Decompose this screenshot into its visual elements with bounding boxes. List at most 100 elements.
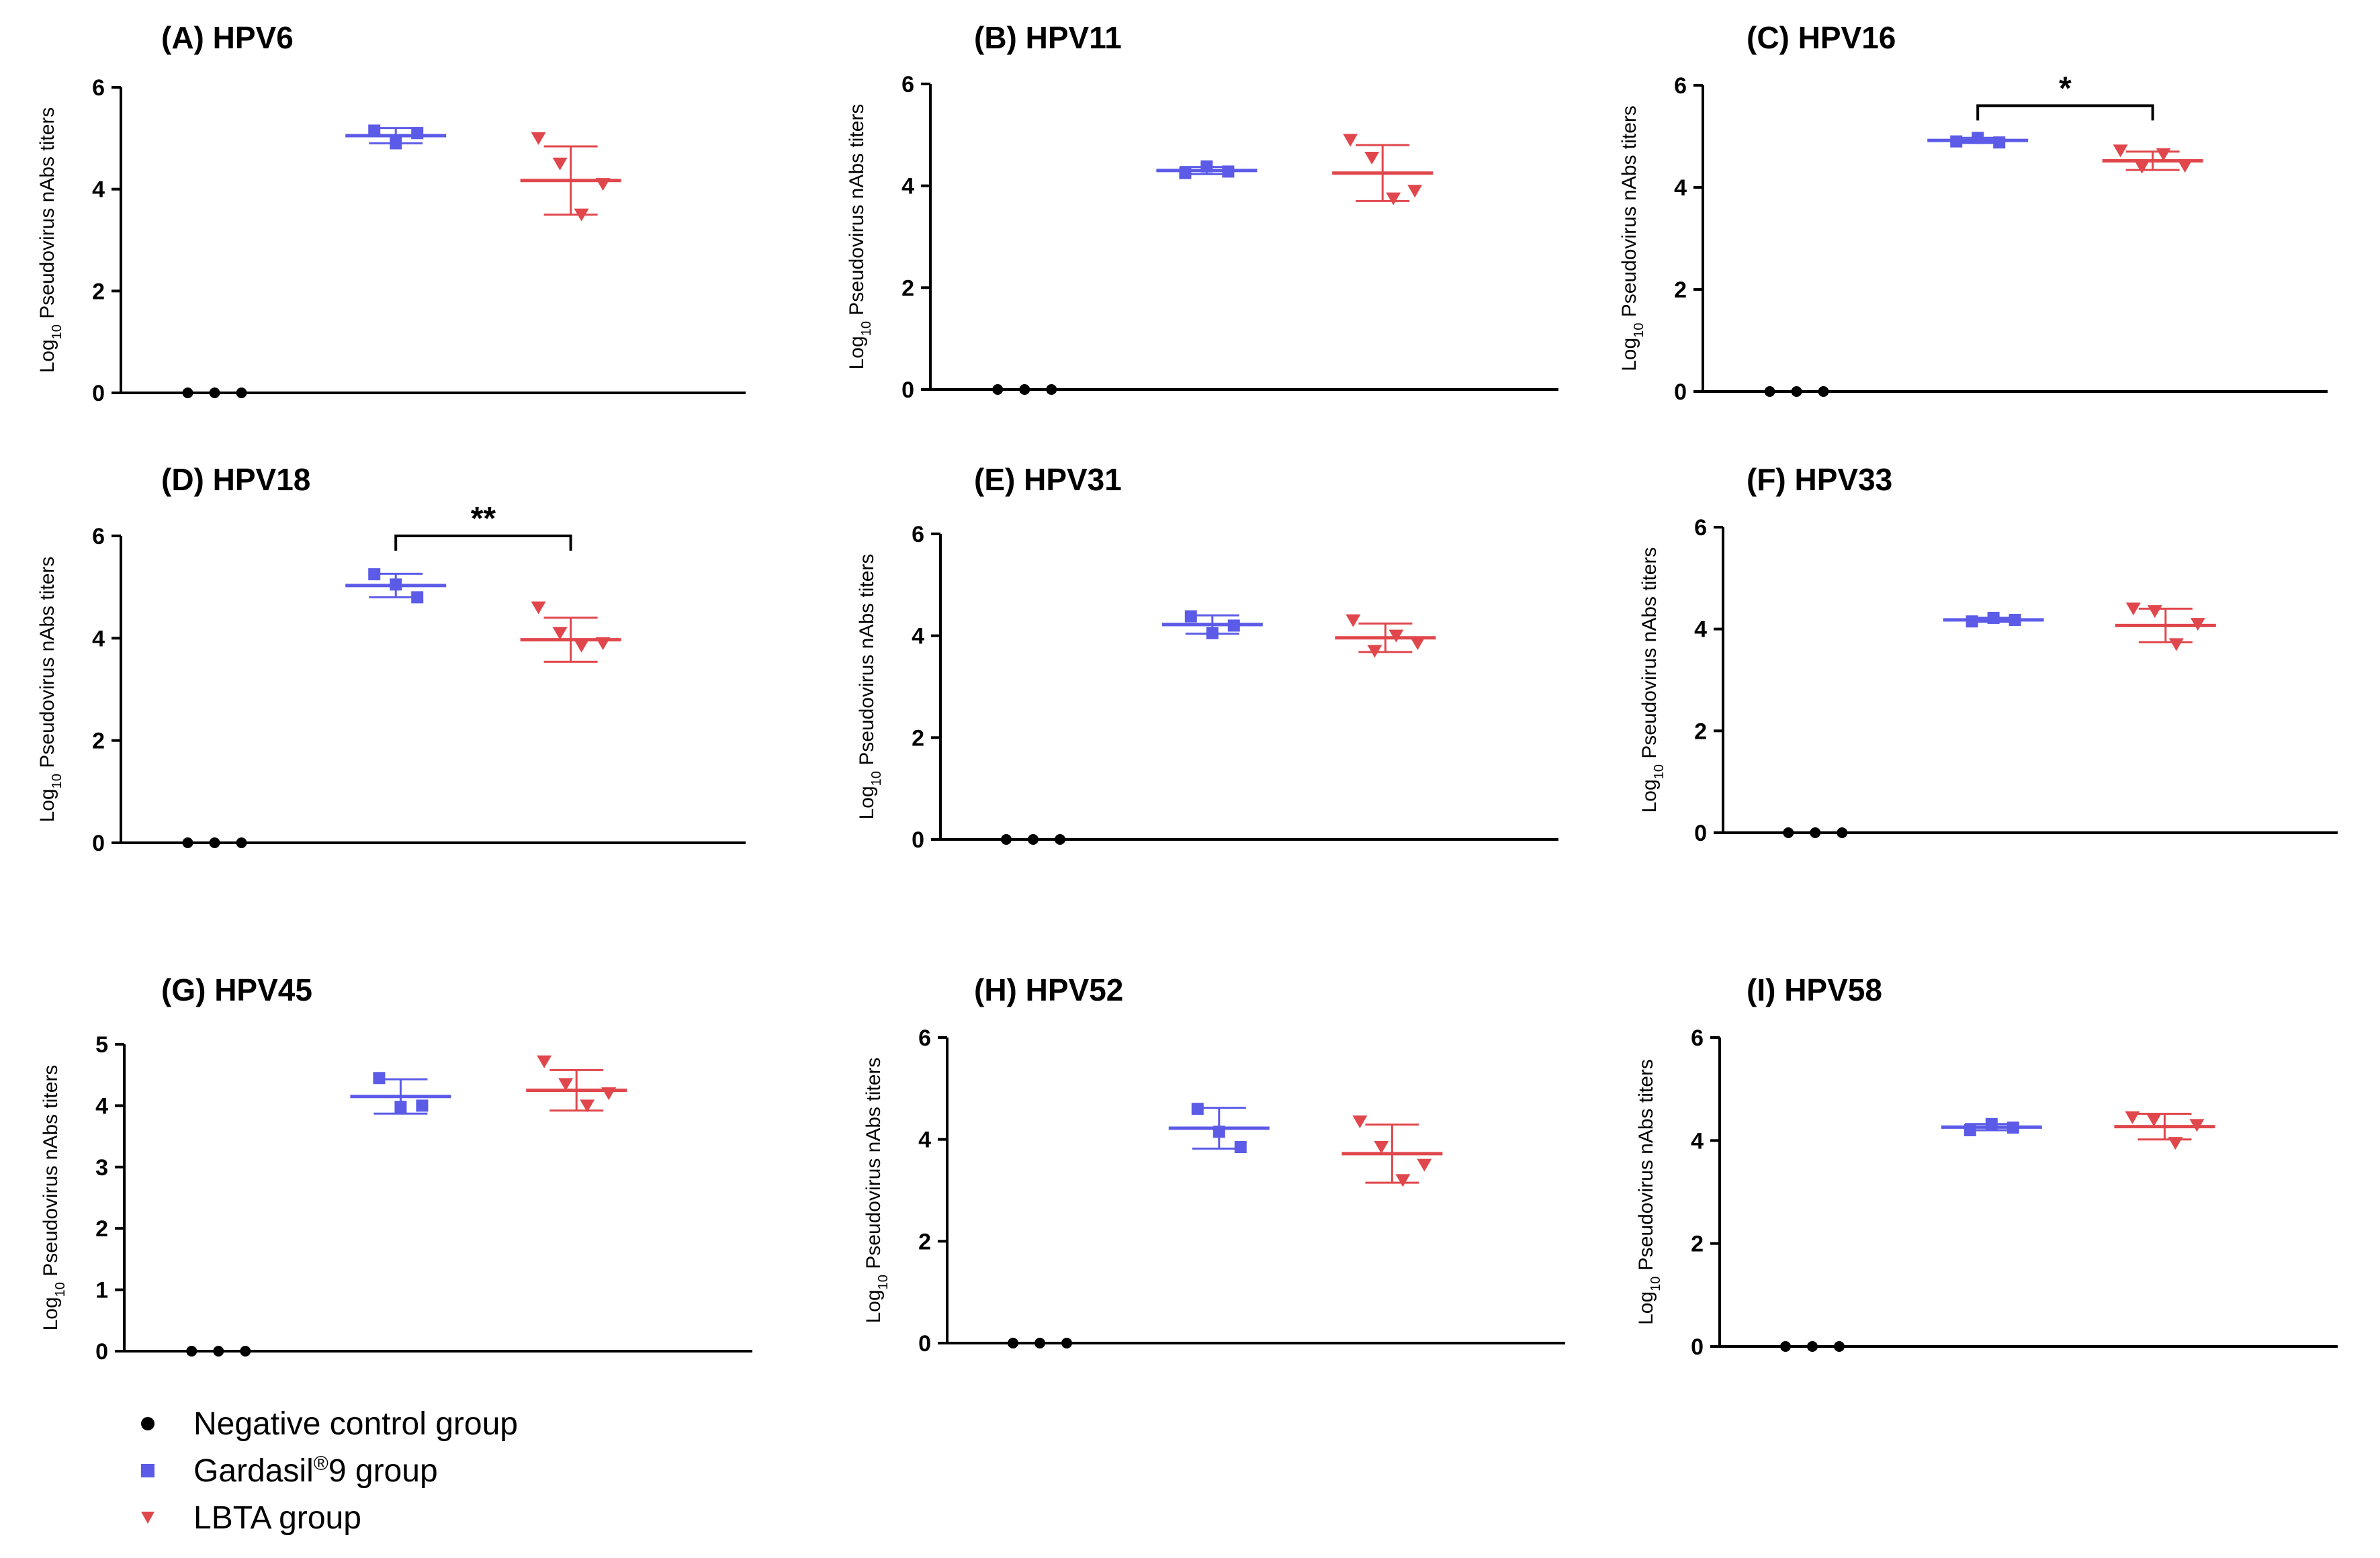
legend-item-lbta: LBTA group	[121, 1494, 725, 1541]
y-tick-label: 3	[95, 1155, 108, 1181]
data-point-lbta	[1410, 637, 1425, 651]
data-point-gardasil	[1222, 165, 1235, 178]
data-point-lbta	[595, 178, 611, 191]
chart-panel: (C) HPV16 Log10 Pseudovirus nAbs titers 0 2…	[1618, 20, 2328, 405]
y-tick-label: 0	[95, 1339, 108, 1365]
legend-label-lbta: LBTA group	[193, 1500, 361, 1536]
y-tick-label: 0	[1691, 1334, 1704, 1360]
data-point-gardasil	[1206, 627, 1219, 639]
data-point-gardasil	[1964, 1124, 1976, 1136]
legend-square-icon	[121, 1457, 175, 1484]
data-point-negative	[1780, 1341, 1791, 1352]
data-point-negative	[1046, 384, 1057, 395]
y-tick-label: 2	[92, 279, 105, 304]
data-point-lbta	[2156, 148, 2171, 161]
data-point-lbta	[2125, 1111, 2140, 1124]
data-point-lbta	[1395, 1174, 1411, 1187]
legend-item-negative: Negative control group	[121, 1400, 725, 1447]
legend-label-gardasil: Gardasil®9 group	[193, 1452, 438, 1489]
data-point-lbta	[531, 132, 546, 145]
y-tick-label: 4	[1674, 175, 1687, 201]
data-point-lbta	[1346, 614, 1361, 627]
data-point-negative	[209, 387, 220, 398]
data-point-lbta	[558, 1078, 574, 1091]
data-point-negative	[186, 1346, 197, 1357]
data-point-lbta	[2168, 1137, 2183, 1150]
data-point-gardasil	[394, 1101, 407, 1113]
y-tick-label: 6	[1694, 515, 1707, 541]
data-point-gardasil	[1987, 611, 2000, 624]
data-point-lbta	[2177, 160, 2193, 173]
data-point-lbta	[2146, 1113, 2162, 1127]
chart-panel: (A) HPV6 Log10 Pseudovirus nAbs titers 0 2 4…	[36, 20, 746, 406]
y-tick-label: 2	[918, 1229, 931, 1254]
data-point-negative	[1834, 1341, 1845, 1352]
chart-panel: (I) HPV58 Log10 Pseudovirus nAbs titers 0 2…	[1635, 972, 2338, 1360]
y-tick-label: 1	[95, 1278, 108, 1303]
data-point-gardasil	[1966, 615, 1978, 628]
data-point-gardasil	[368, 568, 381, 581]
data-point-negative	[213, 1346, 224, 1357]
y-axis-label: Log10 Pseudovirus nAbs titers	[40, 1065, 68, 1331]
data-point-negative	[1807, 1341, 1818, 1352]
y-tick-label: 4	[92, 177, 105, 203]
data-point-lbta	[2168, 638, 2184, 651]
y-axis-label: Log10 Pseudovirus nAbs titers	[863, 1058, 891, 1324]
data-point-negative	[1028, 834, 1039, 845]
data-point-negative	[1034, 1338, 1045, 1348]
y-tick-label: 6	[92, 524, 105, 549]
data-point-gardasil	[1200, 160, 1213, 173]
y-axis-label: Log10 Pseudovirus nAbs titers	[856, 554, 884, 820]
data-point-negative	[209, 837, 220, 848]
data-point-lbta	[2125, 602, 2141, 616]
data-point-lbta	[1343, 134, 1358, 147]
chart-panel: (G) HPV45 Log10 Pseudovirus nAbs titers 0 1…	[40, 972, 752, 1365]
data-point-negative	[1055, 834, 1065, 845]
data-point-gardasil	[416, 1099, 429, 1112]
data-point-lbta	[1374, 1141, 1389, 1154]
data-point-gardasil	[1184, 610, 1197, 623]
data-point-lbta	[1364, 151, 1380, 165]
panel-title: (C) HPV16	[1747, 20, 1896, 55]
legend-label-negative: Negative control group	[193, 1406, 518, 1442]
y-tick-label: 0	[901, 377, 914, 403]
panel-title: (B) HPV11	[974, 20, 1122, 55]
chart-panel: (E) HPV31 Log10 Pseudovirus nAbs titers 0 2…	[856, 462, 1558, 853]
y-tick-label: 6	[1691, 1025, 1704, 1051]
legend-circle-icon	[121, 1410, 175, 1437]
chart-panel: (F) HPV33 Log10 Pseudovirus nAbs titers 0 2…	[1638, 462, 2338, 846]
data-point-lbta	[1417, 1158, 1432, 1172]
panel-title: (E) HPV31	[974, 462, 1122, 497]
panel-title: (D) HPV18	[161, 462, 310, 497]
data-point-gardasil	[1179, 167, 1192, 179]
y-tick-label: 2	[92, 729, 105, 754]
y-tick-label: 2	[1674, 277, 1687, 303]
data-point-gardasil	[1191, 1103, 1204, 1115]
legend-triangle-down-icon	[121, 1504, 175, 1531]
data-point-lbta	[1389, 629, 1404, 643]
data-point-gardasil	[2009, 614, 2021, 627]
y-tick-label: 0	[1674, 379, 1687, 405]
data-point-lbta	[1352, 1115, 1368, 1129]
y-tick-label: 6	[918, 1025, 931, 1051]
data-point-gardasil	[368, 124, 381, 137]
panel-title: (G) HPV45	[161, 972, 312, 1007]
data-point-lbta	[574, 639, 589, 653]
data-point-lbta	[1367, 645, 1382, 658]
data-point-gardasil	[373, 1072, 386, 1085]
y-axis-label: Log10 Pseudovirus nAbs titers	[36, 107, 64, 373]
y-axis-label: Log10 Pseudovirus nAbs titers	[36, 557, 64, 823]
significance-bracket	[394, 535, 572, 551]
chart-panel: (B) HPV11 Log10 Pseudovirus nAbs titers 0 2…	[846, 20, 1558, 403]
y-axis-label: Log10 Pseudovirus nAbs titers	[846, 104, 874, 370]
data-point-negative	[236, 387, 247, 398]
y-tick-label: 4	[901, 174, 914, 199]
panel-title: (I) HPV58	[1747, 972, 1882, 1007]
data-point-gardasil	[1234, 1141, 1247, 1154]
y-tick-label: 0	[92, 381, 105, 406]
panel-title: (A) HPV6	[161, 20, 294, 55]
y-tick-label: 0	[1694, 821, 1707, 846]
panel-title: (H) HPV52	[974, 972, 1123, 1007]
data-point-lbta	[537, 1055, 552, 1068]
